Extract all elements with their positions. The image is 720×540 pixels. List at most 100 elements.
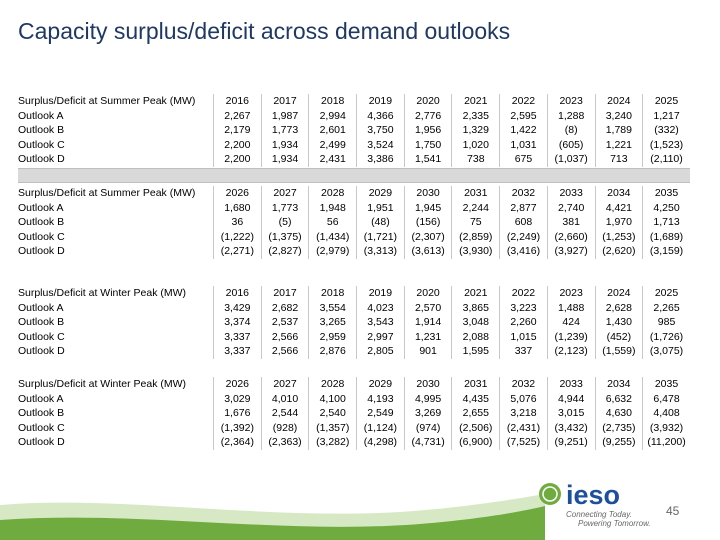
value-cell: (2,271) — [213, 244, 261, 259]
value-cell: (1,253) — [594, 229, 643, 245]
year-header: 2022 — [499, 286, 547, 301]
data-row: Outlook B 1,676 2,544 2,540 2,549 3,269 2,655 3… — [18, 406, 690, 421]
value-cell: 2,549 — [356, 406, 404, 421]
value-cell: 2,997 — [356, 329, 404, 345]
value-cell: 5,076 — [499, 391, 547, 407]
value-cell: (2,506) — [451, 420, 499, 436]
value-cell: (4,731) — [403, 435, 452, 450]
value-cell: (1,357) — [308, 420, 356, 436]
year-header: 2025 — [642, 94, 690, 109]
value-cell: (1,392) — [213, 420, 261, 436]
row-label: Outlook C — [18, 230, 65, 243]
value-cell: 1,713 — [642, 215, 690, 230]
value-cell: 381 — [546, 215, 595, 230]
year-header: 2016 — [213, 286, 261, 301]
value-cell: (3,613) — [403, 244, 452, 259]
header-row: Surplus/Deficit at Summer Peak (MW) 2016 2… — [18, 94, 690, 109]
logo-globe-ring — [542, 486, 558, 502]
table: Surplus/Deficit at Winter Peak (MW) 2026 2… — [18, 377, 690, 450]
value-cell: 2,540 — [308, 406, 356, 421]
value-cell: (156) — [403, 215, 452, 230]
year-header: 2022 — [499, 94, 547, 109]
table-heading: Surplus/Deficit at Summer Peak (MW) — [18, 187, 196, 199]
value-cell: 901 — [403, 344, 452, 359]
data-row: Outlook B 36 (5) 56 (48) (156) 75 608 381 1,970 1,… — [18, 215, 690, 230]
value-cell: 6,478 — [642, 391, 690, 407]
value-cell: (1,559) — [594, 344, 643, 359]
value-cell: 3,265 — [308, 315, 356, 330]
value-cell: 2,244 — [451, 200, 499, 216]
value-cell: 675 — [499, 152, 547, 167]
value-cell: (1,239) — [546, 329, 595, 345]
table: Surplus/Deficit at Summer Peak (MW) 2026 2… — [18, 186, 690, 259]
value-cell: (2,110) — [642, 152, 690, 167]
year-header: 2027 — [260, 186, 309, 201]
value-cell: (5) — [260, 215, 309, 230]
value-cell: 3,337 — [213, 344, 261, 359]
value-cell: 1,987 — [260, 108, 309, 124]
value-cell: (2,431) — [499, 420, 547, 436]
table-heading: Surplus/Deficit at Summer Peak (MW) — [18, 95, 196, 107]
year-header: 2023 — [546, 286, 595, 301]
year-header: 2035 — [642, 186, 690, 201]
value-cell: 2,805 — [356, 344, 404, 359]
value-cell: 1,956 — [403, 123, 452, 138]
value-cell: 3,429 — [213, 300, 261, 316]
year-header: 2033 — [546, 377, 595, 392]
value-cell: 4,435 — [451, 391, 499, 407]
row-label: Outlook B — [18, 124, 65, 137]
year-header: 2031 — [451, 377, 499, 392]
value-cell: 1,031 — [499, 137, 547, 153]
value-cell: 2,267 — [213, 108, 261, 124]
year-header: 2020 — [403, 94, 452, 109]
year-header: 2021 — [451, 286, 499, 301]
value-cell: 3,048 — [451, 315, 499, 330]
value-cell: 1,329 — [451, 123, 499, 138]
year-header: 2031 — [451, 186, 499, 201]
year-header: 2023 — [546, 94, 595, 109]
value-cell: 36 — [213, 215, 261, 230]
value-cell: (1,721) — [356, 229, 404, 245]
year-header: 2033 — [546, 186, 595, 201]
value-cell: 1,231 — [403, 329, 452, 345]
value-cell: 2,537 — [260, 315, 309, 330]
value-cell: (48) — [356, 215, 404, 230]
value-cell: (1,222) — [213, 229, 261, 245]
value-cell: 3,374 — [213, 315, 261, 330]
data-row: Outlook B 2,179 1,773 2,601 3,750 1,956 1,329 1… — [18, 123, 690, 138]
table: Surplus/Deficit at Summer Peak (MW) 2016 2… — [18, 94, 690, 167]
data-row: Outlook A 2,267 1,987 2,994 4,366 2,776 2,335 2… — [18, 108, 690, 124]
value-cell: (3,282) — [308, 435, 356, 450]
value-cell: 2,566 — [260, 344, 309, 359]
value-cell: 1,595 — [451, 344, 499, 359]
value-cell: 2,655 — [451, 406, 499, 421]
value-cell: 2,179 — [213, 123, 261, 138]
value-cell: 2,877 — [499, 200, 547, 216]
year-header: 2032 — [499, 377, 547, 392]
value-cell: 2,200 — [213, 152, 261, 167]
data-row: Outlook C (1,392) (928) (1,357) (1,124) (974)… — [18, 420, 690, 436]
value-cell: (2,660) — [546, 229, 595, 245]
value-cell: (3,313) — [356, 244, 404, 259]
value-cell: 1,951 — [356, 200, 404, 216]
data-row: Outlook B 3,374 2,537 3,265 3,543 1,914 3,048 2… — [18, 315, 690, 330]
value-cell: (974) — [403, 420, 452, 436]
value-cell: (2,307) — [403, 229, 452, 245]
value-cell: 4,250 — [642, 200, 690, 216]
value-cell: (3,075) — [642, 344, 690, 359]
row-label: Outlook C — [18, 330, 65, 343]
data-row: Outlook A 3,429 2,682 3,554 4,023 2,570 3,865 3… — [18, 300, 690, 316]
value-cell: 3,218 — [499, 406, 547, 421]
value-cell: 2,601 — [308, 123, 356, 138]
row-label: Outlook B — [18, 216, 65, 229]
table: Surplus/Deficit at Winter Peak (MW) 2016 2… — [18, 286, 690, 359]
value-cell: 3,554 — [308, 300, 356, 316]
value-cell: (3,432) — [546, 420, 595, 436]
value-cell: 4,366 — [356, 108, 404, 124]
value-cell: 1,015 — [499, 329, 547, 345]
year-header: 2020 — [403, 286, 452, 301]
table-heading: Surplus/Deficit at Winter Peak (MW) — [18, 378, 187, 390]
row-label: Outlook A — [18, 301, 64, 314]
row-label: Outlook D — [18, 245, 65, 258]
